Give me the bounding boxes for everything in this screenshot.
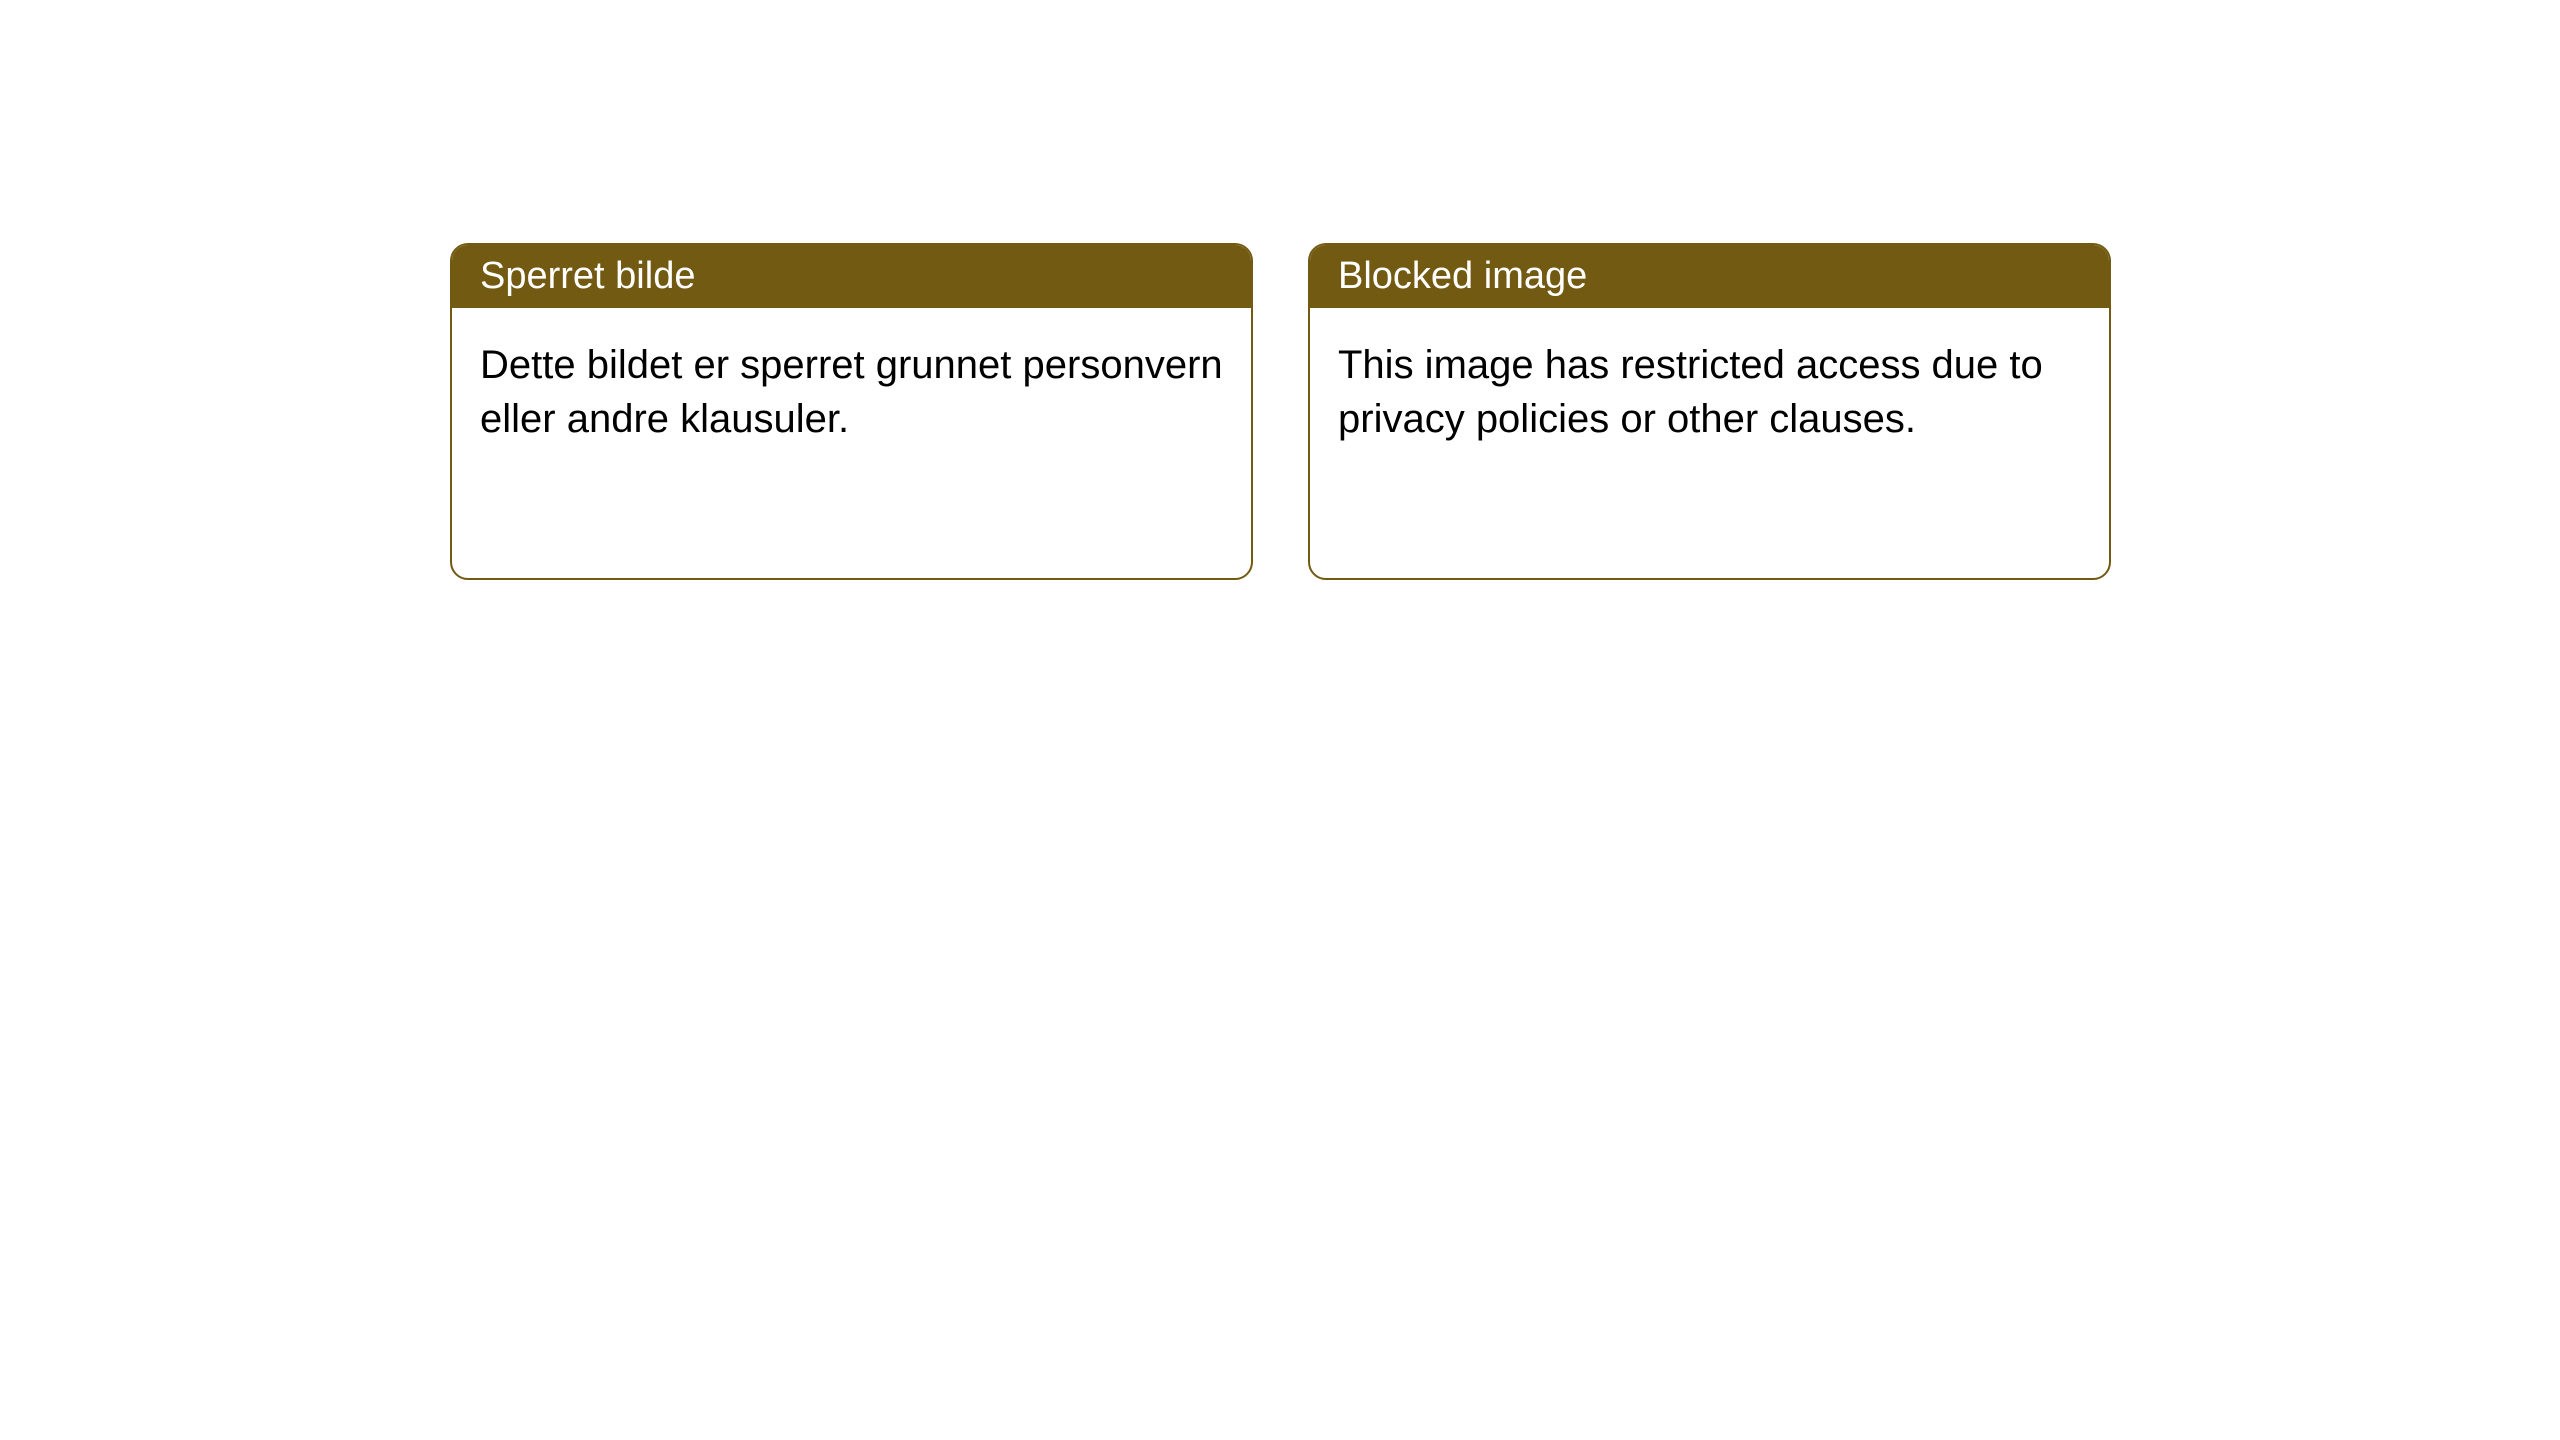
card-header-text: Blocked image (1338, 255, 1587, 297)
cards-container: Sperret bilde Dette bildet er sperret gr… (450, 243, 2111, 580)
card-header: Sperret bilde (452, 245, 1251, 308)
card-header-text: Sperret bilde (480, 255, 695, 297)
blocked-image-card-en: Blocked image This image has restricted … (1308, 243, 2111, 580)
blocked-image-card-no: Sperret bilde Dette bildet er sperret gr… (450, 243, 1253, 580)
card-header: Blocked image (1310, 245, 2109, 308)
card-body-text: Dette bildet er sperret grunnet personve… (480, 343, 1223, 441)
card-body: This image has restricted access due to … (1310, 308, 2109, 476)
card-body-text: This image has restricted access due to … (1338, 343, 2043, 441)
card-body: Dette bildet er sperret grunnet personve… (452, 308, 1251, 476)
